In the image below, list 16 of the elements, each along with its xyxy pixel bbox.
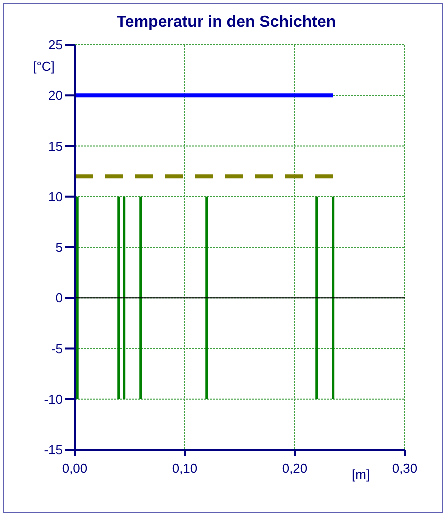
x-tick-label: 0,00 bbox=[62, 461, 88, 476]
x-axis-title: [m] bbox=[352, 467, 370, 482]
y-tick-label: 20 bbox=[48, 88, 63, 104]
x-tick-label: 0,30 bbox=[392, 461, 418, 476]
y-tick-label: -10 bbox=[44, 392, 63, 407]
y-tick-label: 10 bbox=[48, 189, 63, 204]
y-tick-label: 0 bbox=[56, 290, 63, 306]
x-tick-label: 0,20 bbox=[282, 461, 308, 476]
y-tick-label: -15 bbox=[44, 442, 63, 458]
y-tick-label: 15 bbox=[48, 138, 63, 154]
y-tick-label: 5 bbox=[56, 240, 63, 256]
y-tick-label: -5 bbox=[51, 341, 63, 356]
y-axis-title: [°C] bbox=[32, 59, 56, 74]
y-tick-label: 25 bbox=[48, 38, 63, 53]
x-tick-label: 0,10 bbox=[172, 461, 198, 476]
chart-title: Temperatur in den Schichten bbox=[116, 14, 338, 32]
